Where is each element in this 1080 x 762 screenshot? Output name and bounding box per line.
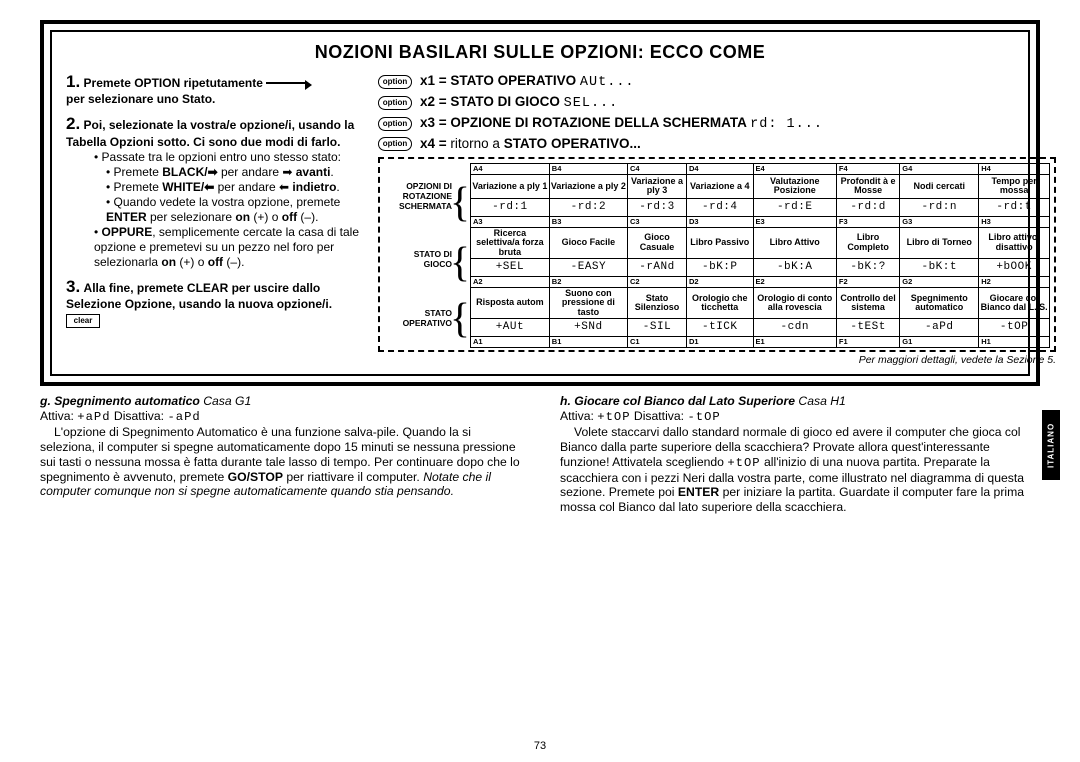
coord-row-2: A2B2C2D2E2F2G2H2 [471, 277, 1050, 288]
coord-row-3: A3B3C3D3E3F3G3H3 [471, 216, 1050, 227]
header-row-2: Ricerca selettiva/a forza brutaGioco Fac… [471, 227, 1050, 258]
value-row-2: +SEL-EASY-rANd-bK:P-bK:A-bK:?-bK:t+bOOK [471, 259, 1050, 277]
option-button-icon: option [378, 96, 412, 110]
body-text: g. Spegnimento automatico Casa G1 Attiva… [40, 394, 1040, 515]
frame-inner: NOZIONI BASILARI SULLE OPZIONI: ECCO COM… [50, 30, 1030, 376]
section-h-para: Volete staccarvi dallo standard normale … [560, 425, 1040, 515]
section-g-title: g. Spegnimento automatico Casa G1 [40, 394, 520, 409]
col-left: g. Spegnimento automatico Casa G1 Attiva… [40, 394, 520, 515]
step1-rest: per selezionare uno Stato. [66, 92, 215, 106]
rowlabel-rotation: OPZIONI DI ROTAZIONE SCHERMATA [384, 181, 452, 211]
brace-icon: { [450, 191, 470, 216]
step2-num: 2. [66, 114, 80, 133]
section-h-toggle: Attiva: +tOP Disattiva: -tOP [560, 409, 1040, 425]
left-column: 1. Premete OPTION ripetutamente per sele… [66, 71, 366, 366]
grid-table: A4B4C4D4E4F4G4H4 Variazione a ply 1Varia… [470, 163, 1050, 348]
step2-sub4: • Quando vedete la vostra opzione, preme… [106, 195, 366, 225]
step-3: 3. Alla fine, premete CLEAR per uscire d… [66, 276, 366, 328]
step3-bold: Alla fine, premete CLEAR per uscire dall… [66, 281, 332, 311]
page-number: 73 [20, 740, 1060, 752]
braces: { { { [456, 163, 470, 348]
step2-sub1: Passate tra le opzioni entro uno stesso … [94, 150, 366, 165]
clear-button-icon: clear [66, 314, 100, 328]
frame-outer: NOZIONI BASILARI SULLE OPZIONI: ECCO COM… [40, 20, 1040, 386]
header-row-1: Risposta automSuono con pressione di tas… [471, 287, 1050, 318]
header-row-4: Variazione a ply 1Variazione a ply 2Vari… [471, 174, 1050, 198]
step2-sub5: OPPURE, semplicemente cercate la casa di… [94, 225, 366, 270]
mode-x3: option x3 = OPZIONE DI ROTAZIONE DELLA S… [378, 115, 1056, 132]
step2-sub2: • Premete BLACK/➡ per andare ➡ avanti. [106, 165, 366, 180]
options-table: OPZIONI DI ROTAZIONE SCHERMATA STATO DI … [378, 157, 1056, 352]
section-h-title: h. Giocare col Bianco dal Lato Superiore… [560, 394, 1040, 409]
step2-bold: Poi, selezionate la vostra/e opzione/i, … [66, 118, 354, 148]
col-right: h. Giocare col Bianco dal Lato Superiore… [560, 394, 1040, 515]
coord-row-1: A1B1C1D1E1F1G1H1 [471, 337, 1050, 348]
rowlabel-operativo: STATO OPERATIVO [384, 308, 452, 328]
right-column: option x1 = STATO OPERATIVO AUt... optio… [378, 71, 1056, 366]
top-columns: 1. Premete OPTION ripetutamente per sele… [66, 71, 1014, 366]
step1-bold: Premete OPTION ripetutamente [84, 76, 263, 90]
mode-x4: option x4 = ritorno a STATO OPERATIVO... [378, 136, 1056, 151]
coord-row-4: A4B4C4D4E4F4G4H4 [471, 164, 1050, 175]
step3-num: 3. [66, 277, 80, 296]
step-1: 1. Premete OPTION ripetutamente per sele… [66, 71, 366, 107]
mode-x2: option x2 = STATO DI GIOCO SEL... [378, 94, 1056, 111]
step2-sub: Passate tra le opzioni entro uno stesso … [84, 150, 366, 270]
footnote: Per maggiori dettagli, vedete la Sezione… [378, 354, 1056, 366]
value-row-1: +AUt+SNd-SIL-tICK-cdn-tESt-aPd-tOP [471, 319, 1050, 337]
section-g-para: L'opzione di Spegnimento Automatico è un… [40, 425, 520, 499]
section-g-toggle: Attiva: +aPd Disattiva: -aPd [40, 409, 520, 425]
value-row-3: -rd:1-rd:2-rd:3-rd:4-rd:E-rd:d-rd:n-rd:t [471, 198, 1050, 216]
page: NOZIONI BASILARI SULLE OPZIONI: ECCO COM… [20, 10, 1060, 752]
step1-num: 1. [66, 72, 80, 91]
option-button-icon: option [378, 117, 412, 131]
option-button-icon: option [378, 137, 412, 151]
rowlabel-gioco: STATO DI GIOCO [384, 249, 452, 269]
mode-x1: option x1 = STATO OPERATIVO AUt... [378, 73, 1056, 90]
step2-sub3: • Premete WHITE/⬅ per andare ⬅ indietro. [106, 180, 366, 195]
brace-icon: { [450, 307, 470, 332]
step-2: 2. Poi, selezionate la vostra/e opzione/… [66, 113, 366, 269]
row-labels: OPZIONI DI ROTAZIONE SCHERMATA STATO DI … [384, 163, 456, 348]
arrow-icon [266, 82, 306, 84]
main-title: NOZIONI BASILARI SULLE OPZIONI: ECCO COM… [66, 42, 1014, 63]
option-button-icon: option [378, 75, 412, 89]
language-tab: ITALIANO [1042, 410, 1060, 480]
brace-icon: { [450, 251, 470, 276]
